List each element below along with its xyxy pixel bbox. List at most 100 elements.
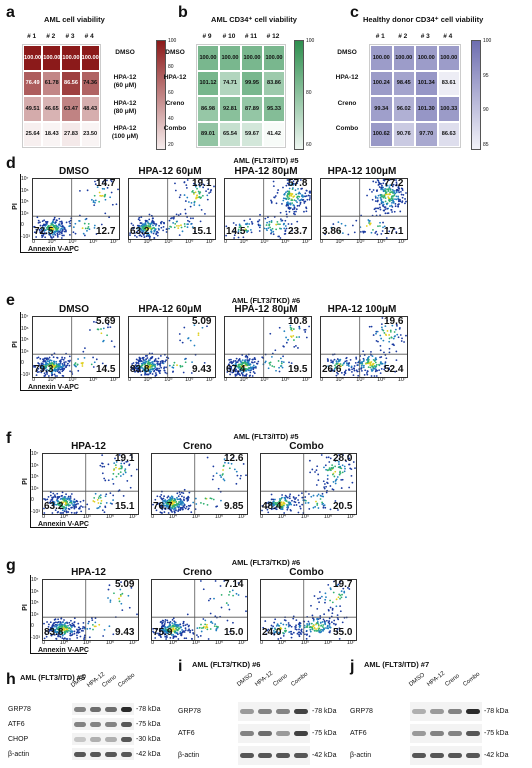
scatter-point (192, 182, 195, 185)
scatter-point (185, 187, 188, 189)
scatter-point (62, 229, 64, 231)
column-header: # 2 (46, 33, 56, 40)
scatter-point (96, 507, 99, 510)
scatter-point (340, 365, 342, 368)
scatter-point (188, 220, 191, 223)
scatter-point (63, 637, 66, 640)
scatter-point (281, 496, 283, 499)
scatter-point (190, 223, 192, 225)
scatter-point (69, 219, 72, 222)
scatter-point (52, 492, 55, 495)
scatter-point (337, 596, 340, 599)
row-label: DMSO (337, 48, 357, 56)
scatter-point (111, 502, 113, 505)
scatter-point (220, 606, 223, 609)
scatter-point (75, 365, 77, 368)
scatter-point (152, 224, 154, 227)
scatter-point (291, 633, 293, 636)
scatter-point (297, 499, 299, 501)
y-tick-label: -10³ (31, 508, 40, 515)
scatter-point (377, 194, 380, 197)
molecular-weight-label: -78 kDa (312, 708, 337, 715)
scatter-point (258, 226, 261, 229)
scatter-point (340, 630, 343, 633)
scatter-point (47, 631, 50, 633)
scatter-point (40, 365, 43, 368)
scatter-point (383, 368, 386, 371)
scatter-point (299, 179, 302, 181)
scatter-point (397, 195, 400, 198)
scatter-point (175, 213, 178, 216)
scatter-point (145, 373, 148, 376)
scatter-point (50, 359, 53, 362)
flow-row-title: AML (FLT3/ITD) #5 (233, 156, 299, 165)
scatter-point (279, 227, 281, 230)
colorbar-tick: 20 (168, 142, 174, 148)
scatter-point (279, 211, 282, 214)
flow-cytometry-plot (260, 579, 357, 641)
scatter-point (278, 632, 281, 635)
scatter-point (184, 358, 186, 361)
heatmap-cell: 100.24 (370, 70, 393, 96)
scatter-point (60, 231, 63, 234)
scatter-point (372, 189, 375, 191)
scatter-point (272, 230, 275, 233)
scatter-point (391, 199, 394, 202)
scatter-point (175, 509, 177, 512)
scatter-point (178, 506, 180, 509)
scatter-point (120, 602, 123, 605)
scatter-point (106, 186, 109, 189)
scatter-point (337, 618, 340, 621)
scatter-point (192, 217, 194, 220)
scatter-points (321, 179, 407, 239)
scatter-point (58, 217, 61, 220)
scatter-point (67, 511, 70, 513)
scatter-point (164, 626, 167, 629)
scatter-point (392, 183, 395, 186)
x-tick-label: 10⁴ (239, 239, 248, 245)
quadrant-upper-right-value: 7.14 (224, 579, 244, 590)
scatter-point (244, 228, 247, 231)
blot-band (240, 731, 254, 736)
scatter-point (92, 366, 95, 368)
scatter-point (272, 625, 275, 628)
y-tick-label: 10⁷ (21, 176, 29, 182)
heatmap-cell: 25.64 (23, 121, 43, 147)
scatter-point (397, 189, 400, 192)
scatter-point (64, 361, 67, 363)
scatter-point (183, 499, 185, 502)
scatter-point (80, 510, 83, 513)
blot-band (294, 709, 308, 714)
quadrant-lower-left-value: 48.4 (262, 501, 282, 512)
scatter-point (285, 197, 288, 200)
scatter-point (73, 363, 76, 366)
scatter-point (242, 374, 244, 377)
column-header: # 1 (27, 33, 37, 40)
y-axis-label: PI (11, 203, 19, 210)
scatter-point (150, 230, 153, 233)
scatter-point (146, 357, 149, 359)
scatter-point (240, 372, 243, 375)
scatter-points (225, 317, 311, 377)
scatter-point (166, 626, 169, 629)
scatter-point (341, 621, 344, 624)
scatter-point (308, 622, 311, 625)
scatter-point (45, 358, 48, 361)
scatter-point (274, 627, 276, 630)
scatter-point (77, 369, 80, 372)
scatter-point (173, 501, 176, 504)
scatter-point (163, 369, 166, 372)
scatter-point (391, 198, 394, 200)
scatter-point (131, 366, 134, 369)
flow-row-title: AML (FLT3/TKD) #6 (231, 558, 301, 567)
scatter-point (148, 225, 151, 228)
scatter-point (140, 224, 143, 227)
x-tick-labels: 0 10⁴ 10⁵ 10⁶ 10⁷ (224, 377, 310, 383)
scatter-point (329, 630, 332, 632)
scatter-point (166, 619, 169, 622)
scatter-point (350, 474, 353, 477)
scatter-point (179, 623, 182, 626)
scatter-point (149, 223, 152, 226)
scatter-point (302, 196, 304, 198)
scatter-point (169, 620, 172, 623)
